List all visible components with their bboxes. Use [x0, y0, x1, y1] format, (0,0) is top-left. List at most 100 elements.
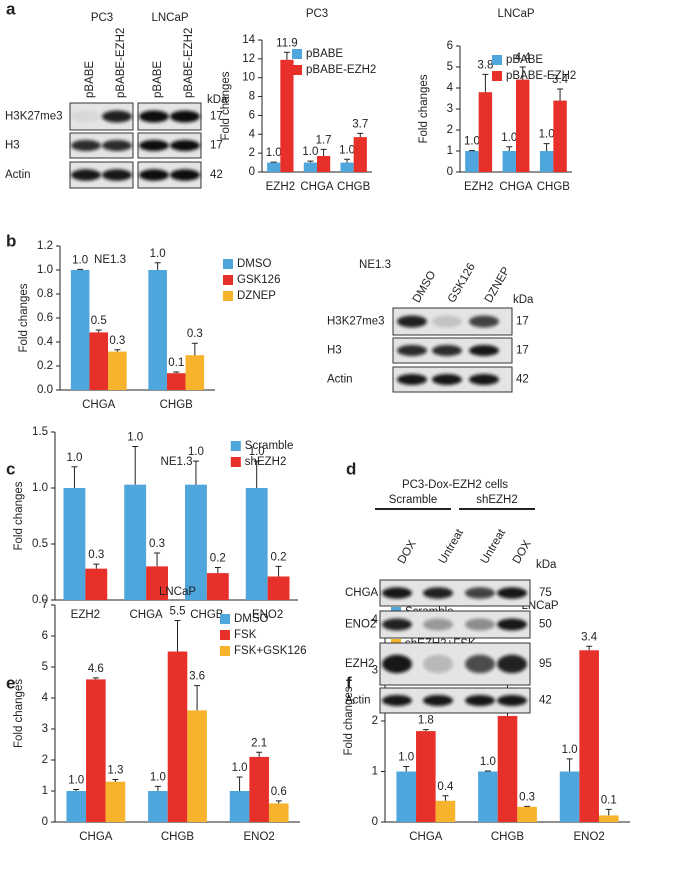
error-bar [484, 770, 491, 772]
bar [303, 162, 317, 172]
y-tick-label: 3 [447, 103, 453, 115]
value-label: 0.4 [437, 781, 454, 793]
panel-label: f [346, 673, 352, 692]
value-label: 11.9 [276, 37, 298, 49]
error-bar [236, 776, 243, 791]
value-label: 0.2 [271, 551, 287, 563]
value-label: 0.3 [109, 335, 125, 347]
value-label: 1.0 [249, 446, 265, 458]
error-bar [519, 66, 526, 80]
bar [598, 815, 619, 822]
y-tick-label: 4 [372, 614, 379, 626]
blot-band [382, 587, 412, 599]
value-label: 1.0 [398, 751, 414, 763]
row-label: H3K27me3 [327, 316, 385, 328]
y-tick-label: 0 [249, 166, 255, 178]
legend-swatch [220, 646, 230, 656]
y-tick-label: 4 [447, 82, 454, 94]
legend-label: Scramble [245, 440, 294, 452]
blot-band [102, 110, 132, 123]
error-bar [482, 73, 489, 93]
y-tick-label: 0.8 [37, 288, 53, 300]
error-bar [566, 758, 573, 772]
kda-value: 42 [539, 695, 552, 707]
kda-value: 95 [539, 658, 552, 670]
error-bar [256, 751, 263, 757]
y-tick-label: 5 [447, 61, 453, 73]
bar [146, 566, 168, 600]
chart-title: LNCaP [497, 8, 534, 20]
legend-label: pBABE [506, 54, 543, 66]
blot-band [423, 618, 453, 631]
blot-band [397, 374, 427, 385]
blot-band [102, 140, 132, 151]
value-label: 3.4 [581, 631, 598, 643]
bar [86, 679, 106, 822]
value-label: 1.7 [316, 134, 332, 146]
blot-band [469, 374, 499, 385]
value-label: 4.4 [515, 52, 532, 64]
error-bar [214, 567, 221, 574]
value-label: 1.0 [150, 248, 166, 260]
y-tick-label: 0.4 [37, 336, 54, 348]
lane-label: Untreat [437, 527, 467, 566]
bar [478, 92, 493, 172]
legend-swatch [230, 441, 241, 451]
lane-label: Untreat [479, 527, 509, 566]
chart-title: PC3 [306, 8, 328, 20]
blot-band [432, 315, 462, 328]
bar [280, 59, 294, 172]
kda-value: 75 [539, 587, 552, 599]
blot-band [497, 654, 527, 674]
kda-label: kDa [513, 294, 534, 306]
legend-label: FSK [234, 629, 257, 641]
panel-label: d [346, 459, 356, 478]
value-label: 0.1 [601, 794, 617, 806]
x-tick-label: ENO2 [574, 831, 605, 843]
bar [249, 756, 269, 822]
blot-band [139, 169, 169, 181]
y-tick-label: 2 [372, 715, 378, 727]
blot-band [465, 618, 495, 631]
bar [478, 771, 498, 822]
x-tick-label: CHGB [337, 181, 371, 193]
y-tick-label: 2 [249, 147, 255, 159]
blot-band [497, 695, 527, 706]
y-axis-label: Fold changes [13, 679, 25, 748]
lane-label: pBABE-EZH2 [183, 28, 195, 98]
chart-title: LNCaP [521, 600, 558, 612]
kda-value: 50 [539, 619, 552, 631]
x-tick-label: CHGA [82, 399, 116, 411]
error-bar [357, 132, 364, 138]
y-tick-label: 0.5 [32, 538, 48, 550]
x-tick-label: ENO2 [252, 609, 283, 621]
y-tick-label: 1 [42, 785, 48, 797]
error-bar [77, 268, 84, 270]
x-tick-label: EZH2 [266, 181, 295, 193]
bar [340, 162, 354, 172]
error-bar [114, 349, 121, 352]
error-bar [93, 563, 100, 569]
error-bar [154, 262, 161, 270]
blot-band [465, 695, 495, 706]
value-label: 1.0 [266, 147, 282, 159]
y-tick-label: 6 [447, 40, 453, 52]
lane-label: DOX [396, 538, 419, 566]
error-bar [275, 800, 282, 804]
error-bar [154, 552, 161, 567]
value-label: 5.5 [170, 606, 186, 618]
blot-band [423, 695, 453, 706]
y-tick-label: 6 [249, 109, 255, 121]
value-label: 1.0 [480, 756, 496, 768]
error-bar [506, 146, 513, 151]
y-tick-label: 2 [447, 124, 453, 136]
legend-swatch [220, 630, 230, 640]
y-tick-label: 2 [42, 754, 48, 766]
bar [89, 332, 109, 390]
value-label: 3.8 [477, 59, 493, 71]
chart-title: NE1.3 [161, 456, 193, 468]
x-tick-label: CHGB [537, 181, 571, 193]
blot-band [71, 169, 101, 181]
value-label: 0.3 [149, 538, 165, 550]
legend-label: DMSO [237, 258, 272, 270]
